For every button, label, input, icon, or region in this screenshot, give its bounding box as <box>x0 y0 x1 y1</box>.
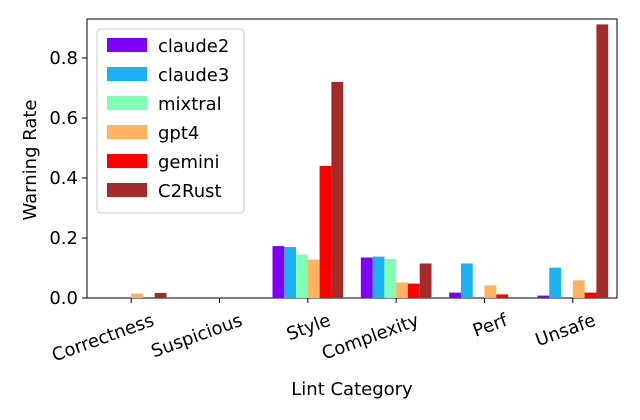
y-tick-label: 0.4 <box>49 168 78 189</box>
x-tick-label: Suspicious <box>148 310 245 362</box>
bar-gemini-style <box>319 166 332 298</box>
legend-swatch-mixtral <box>107 96 147 110</box>
bar-claude3-style <box>284 247 297 298</box>
legend-label-gemini: gemini <box>158 152 219 173</box>
bar-claude2-perf <box>449 292 461 298</box>
legend-swatch-claude2 <box>107 38 147 52</box>
bar-claude2-style <box>272 246 285 298</box>
bar-claude2-unsafe <box>537 295 550 298</box>
legend-label-gpt4: gpt4 <box>158 123 199 144</box>
bar-gemini-complexity <box>407 283 420 298</box>
bar-gemini-unsafe <box>584 292 597 298</box>
legend-label-claude2: claude2 <box>158 36 229 57</box>
bar-claude3-perf <box>460 263 473 298</box>
bar-gpt4-correctness <box>131 293 143 298</box>
legend-swatch-gemini <box>107 154 147 168</box>
y-axis-label: Warning Rate <box>20 100 41 221</box>
x-tick-label: Unsafe <box>533 310 599 351</box>
legend-swatch-C2Rust <box>107 183 147 197</box>
legend: claude2 claude3 mixtral gpt4 gemini C2Rust <box>96 28 245 214</box>
bar-C2Rust-complexity <box>419 263 432 298</box>
bar-claude2-complexity <box>360 257 373 298</box>
legend-label-C2Rust: C2Rust <box>158 181 222 202</box>
x-axis-label: Lint Category <box>291 379 413 400</box>
y-axis: 0.0 0.2 0.4 0.6 0.8 <box>49 48 87 309</box>
legend-swatch-gpt4 <box>107 125 147 139</box>
x-tick-label: Complexity <box>319 310 422 365</box>
bar-gpt4-perf <box>484 285 497 298</box>
bar-gemini-perf <box>496 294 509 298</box>
plot-frame <box>86 18 618 299</box>
y-tick-label: 0.2 <box>49 228 78 249</box>
x-tick-label: Perf <box>470 310 511 342</box>
bar-C2Rust-correctness <box>154 292 167 298</box>
bar-C2Rust-unsafe <box>596 24 609 299</box>
bar-C2Rust-style <box>331 82 344 298</box>
bar-mixtral-style <box>296 254 308 298</box>
legend-label-mixtral: mixtral <box>158 94 222 115</box>
y-tick-label: 0.0 <box>49 288 78 309</box>
y-tick-label: 0.8 <box>49 48 78 69</box>
bar-gpt4-unsafe <box>572 280 585 298</box>
legend-swatch-claude3 <box>107 67 147 81</box>
legend-label-claude3: claude3 <box>158 65 229 86</box>
plot-area <box>86 18 618 299</box>
bar-gpt4-complexity <box>396 282 408 298</box>
bar-gpt4-style <box>307 259 320 298</box>
bar-claude3-complexity <box>372 256 385 298</box>
bars-group <box>131 24 609 299</box>
x-tick-label: Style <box>284 310 334 345</box>
x-tick-label: Correctness <box>49 310 157 366</box>
bar-claude3-unsafe <box>549 267 562 298</box>
bar-mixtral-complexity <box>384 259 397 298</box>
y-tick-label: 0.6 <box>49 108 78 129</box>
